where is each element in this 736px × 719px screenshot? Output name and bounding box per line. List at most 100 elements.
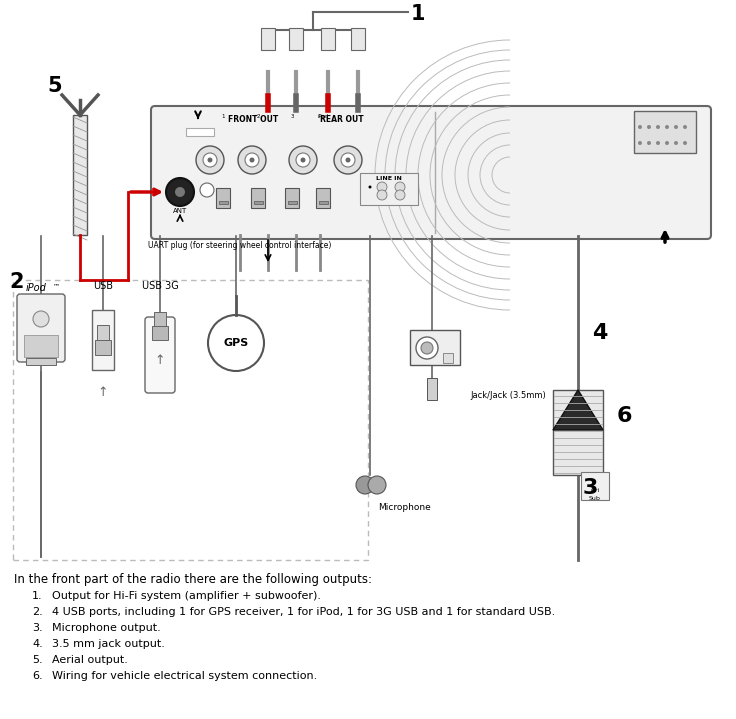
Text: Sub: Sub (589, 497, 601, 501)
Text: ™: ™ (53, 283, 60, 289)
Text: 1: 1 (222, 114, 224, 119)
Circle shape (345, 157, 350, 162)
Text: 6.: 6. (32, 671, 43, 681)
Circle shape (683, 141, 687, 145)
Circle shape (238, 146, 266, 174)
Bar (319, 201, 328, 204)
Text: 3: 3 (582, 478, 598, 498)
Bar (581, 472, 609, 500)
Text: Microphone: Microphone (378, 503, 431, 511)
Circle shape (175, 187, 185, 197)
Text: 4: 4 (592, 323, 608, 343)
Bar (186, 128, 214, 136)
Circle shape (377, 190, 387, 200)
Circle shape (647, 125, 651, 129)
Circle shape (395, 190, 405, 200)
Text: 2: 2 (256, 114, 260, 119)
Circle shape (683, 125, 687, 129)
Text: REAR OUT: REAR OUT (320, 116, 364, 124)
Bar (410, 330, 460, 365)
Bar (427, 378, 437, 400)
Text: 3: 3 (290, 114, 294, 119)
Text: LINE IN: LINE IN (376, 175, 402, 180)
Circle shape (674, 141, 678, 145)
Text: 1.: 1. (32, 591, 43, 601)
Text: 5: 5 (48, 76, 63, 96)
FancyBboxPatch shape (17, 294, 65, 362)
Circle shape (203, 153, 217, 167)
Circle shape (665, 125, 669, 129)
Circle shape (341, 153, 355, 167)
Text: 2: 2 (10, 272, 24, 292)
Bar (251, 188, 265, 208)
Text: In the front part of the radio there are the following outputs:: In the front part of the radio there are… (14, 573, 372, 586)
Circle shape (368, 476, 386, 494)
Text: Microphone output.: Microphone output. (52, 623, 160, 633)
Text: GPS: GPS (223, 338, 249, 348)
Text: 4 USB ports, including 1 for GPS receiver, 1 for iPod, 1 for 3G USB and 1 for st: 4 USB ports, including 1 for GPS receive… (52, 607, 555, 617)
Bar (321, 28, 335, 50)
Text: UART plug (for steering wheel control interface): UART plug (for steering wheel control in… (148, 242, 331, 250)
Circle shape (356, 476, 374, 494)
Bar (92, 310, 114, 370)
Text: ANT: ANT (173, 208, 187, 214)
Text: USB 3G: USB 3G (141, 281, 178, 291)
Circle shape (395, 182, 405, 192)
Text: Wiring for vehicle electrical system connection.: Wiring for vehicle electrical system con… (52, 671, 317, 681)
Bar (219, 201, 228, 204)
Text: 3.5 mm jack output.: 3.5 mm jack output. (52, 639, 165, 649)
Text: Gri: Gri (590, 487, 600, 493)
Bar (13, 280, 368, 560)
Text: 3.: 3. (32, 623, 43, 633)
Circle shape (656, 141, 660, 145)
Circle shape (245, 153, 259, 167)
Bar (97, 325, 109, 340)
Text: 5.: 5. (32, 655, 43, 665)
FancyBboxPatch shape (151, 106, 711, 239)
Text: 4.: 4. (32, 639, 43, 649)
Circle shape (334, 146, 362, 174)
Circle shape (33, 311, 49, 327)
Text: 6: 6 (616, 406, 631, 426)
Circle shape (416, 337, 438, 359)
Bar (216, 188, 230, 208)
Text: Aerial output.: Aerial output. (52, 655, 128, 665)
Text: 2.: 2. (32, 607, 43, 617)
Circle shape (166, 178, 194, 206)
Circle shape (656, 125, 660, 129)
Circle shape (674, 125, 678, 129)
Text: Output for Hi-Fi system (amplifier + subwoofer).: Output for Hi-Fi system (amplifier + sub… (52, 591, 321, 601)
Bar (351, 28, 365, 50)
Text: iPod: iPod (26, 283, 47, 293)
Circle shape (208, 315, 264, 371)
Bar (24, 335, 58, 357)
Text: USB: USB (93, 281, 113, 291)
Circle shape (289, 146, 317, 174)
Circle shape (208, 157, 213, 162)
Bar (443, 353, 453, 363)
Bar (154, 312, 166, 326)
Circle shape (647, 141, 651, 145)
Text: 1: 1 (411, 4, 425, 24)
Circle shape (196, 146, 224, 174)
Bar (316, 188, 330, 208)
Text: ↑: ↑ (155, 354, 166, 367)
Polygon shape (553, 390, 603, 430)
Circle shape (377, 182, 387, 192)
Bar (288, 201, 297, 204)
Text: iPod: iPod (317, 114, 329, 119)
Bar (634, 111, 696, 153)
Bar (254, 201, 263, 204)
Circle shape (638, 125, 642, 129)
Bar (73, 115, 87, 235)
Bar (95, 340, 111, 355)
Bar (152, 326, 168, 340)
Circle shape (250, 157, 255, 162)
Circle shape (296, 153, 310, 167)
Text: ↑: ↑ (98, 385, 108, 398)
Bar (26, 358, 56, 365)
Circle shape (421, 342, 433, 354)
Circle shape (200, 183, 214, 197)
Bar (261, 28, 275, 50)
Bar (553, 390, 603, 475)
